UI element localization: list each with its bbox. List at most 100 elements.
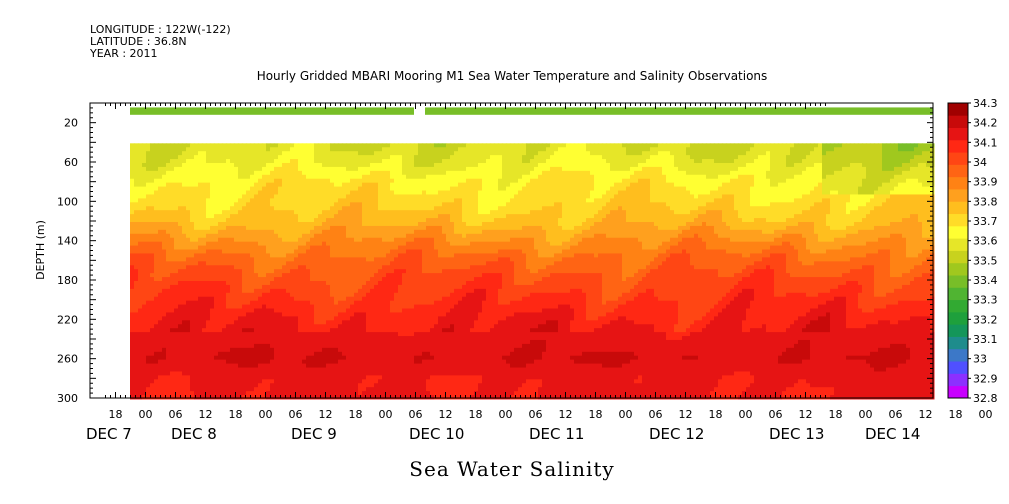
salinity-cell xyxy=(386,269,391,274)
salinity-cell xyxy=(218,178,223,184)
salinity-cell xyxy=(390,300,395,306)
salinity-cell xyxy=(374,241,379,247)
salinity-cell xyxy=(318,202,323,207)
salinity-cell xyxy=(182,229,187,235)
salinity-cell xyxy=(130,312,135,317)
salinity-cell xyxy=(306,253,311,258)
salinity-cell xyxy=(134,343,139,349)
salinity-cell xyxy=(362,229,367,235)
salinity-cell xyxy=(130,198,135,203)
salinity-cell xyxy=(386,194,391,199)
salinity-cell xyxy=(166,237,171,243)
salinity-cell xyxy=(210,198,215,203)
salinity-cell xyxy=(282,147,287,152)
salinity-cell xyxy=(342,178,347,184)
salinity-cell xyxy=(158,182,163,188)
salinity-cell xyxy=(286,347,291,353)
salinity-cell xyxy=(406,155,411,160)
salinity-cell xyxy=(230,202,235,207)
salinity-cell xyxy=(334,261,339,266)
salinity-cell xyxy=(358,391,363,396)
salinity-cell xyxy=(362,375,367,380)
salinity-cell xyxy=(130,351,135,357)
salinity-cell xyxy=(346,265,351,270)
salinity-cell xyxy=(290,288,295,294)
salinity-cell xyxy=(294,269,299,274)
salinity-cell xyxy=(246,202,251,207)
salinity-cell xyxy=(134,312,139,317)
salinity-cell xyxy=(362,182,367,188)
salinity-cell xyxy=(394,269,399,274)
salinity-cell xyxy=(206,249,211,254)
salinity-cell xyxy=(414,379,419,384)
salinity-cell xyxy=(262,304,267,310)
salinity-cell xyxy=(274,253,279,258)
salinity-cell xyxy=(166,214,171,219)
salinity-cell xyxy=(258,304,263,310)
salinity-cell xyxy=(150,328,155,333)
salinity-cell xyxy=(174,245,179,251)
salinity-cell xyxy=(270,363,275,369)
salinity-cell xyxy=(234,214,239,219)
salinity-cell xyxy=(350,174,355,180)
salinity-cell xyxy=(410,210,415,215)
salinity-cell xyxy=(362,324,367,329)
salinity-cell xyxy=(406,308,411,313)
salinity-cell xyxy=(342,170,347,176)
salinity-cell xyxy=(226,182,231,188)
salinity-cell xyxy=(406,379,411,384)
salinity-cell xyxy=(222,292,227,298)
salinity-cell xyxy=(422,151,427,156)
salinity-cell xyxy=(358,249,363,254)
salinity-cell xyxy=(398,343,403,349)
salinity-cell xyxy=(158,343,163,349)
salinity-cell xyxy=(390,347,395,353)
salinity-cell xyxy=(342,155,347,160)
salinity-cell xyxy=(242,336,247,341)
salinity-cell xyxy=(274,190,279,195)
salinity-cell xyxy=(318,296,323,302)
salinity-cell xyxy=(338,387,343,392)
salinity-cell xyxy=(362,257,367,262)
salinity-cell xyxy=(234,245,239,251)
salinity-cell xyxy=(362,178,367,184)
salinity-cell xyxy=(234,304,239,310)
salinity-cell xyxy=(406,383,411,388)
salinity-cell xyxy=(290,241,295,247)
salinity-cell xyxy=(130,316,135,321)
salinity-cell xyxy=(130,277,135,282)
salinity-cell xyxy=(326,151,331,156)
salinity-cell xyxy=(342,214,347,219)
salinity-cell xyxy=(382,249,387,254)
salinity-cell xyxy=(242,178,247,184)
salinity-cell xyxy=(142,143,147,148)
salinity-cell xyxy=(154,273,159,278)
salinity-cell xyxy=(198,233,203,239)
salinity-cell xyxy=(186,151,191,156)
salinity-cell xyxy=(358,277,363,282)
salinity-cell xyxy=(366,210,371,215)
salinity-cell xyxy=(238,194,243,199)
salinity-cell xyxy=(226,328,231,333)
salinity-cell xyxy=(234,265,239,270)
salinity-cell xyxy=(186,336,191,341)
salinity-cell xyxy=(330,174,335,180)
salinity-cell xyxy=(426,202,431,207)
salinity-cell xyxy=(166,202,171,207)
salinity-cell xyxy=(254,336,259,341)
salinity-cell xyxy=(366,178,371,184)
salinity-cell xyxy=(406,269,411,274)
salinity-cell xyxy=(370,328,375,333)
salinity-cell xyxy=(418,166,423,172)
salinity-cell xyxy=(178,174,183,180)
salinity-cell xyxy=(190,218,195,223)
salinity-cell xyxy=(238,190,243,195)
salinity-cell xyxy=(162,296,167,302)
salinity-cell xyxy=(302,308,307,313)
salinity-cell xyxy=(310,162,315,168)
salinity-cell xyxy=(258,343,263,349)
salinity-cell xyxy=(314,178,319,184)
salinity-cell xyxy=(142,229,147,235)
salinity-cell xyxy=(426,214,431,219)
salinity-cell xyxy=(190,316,195,321)
